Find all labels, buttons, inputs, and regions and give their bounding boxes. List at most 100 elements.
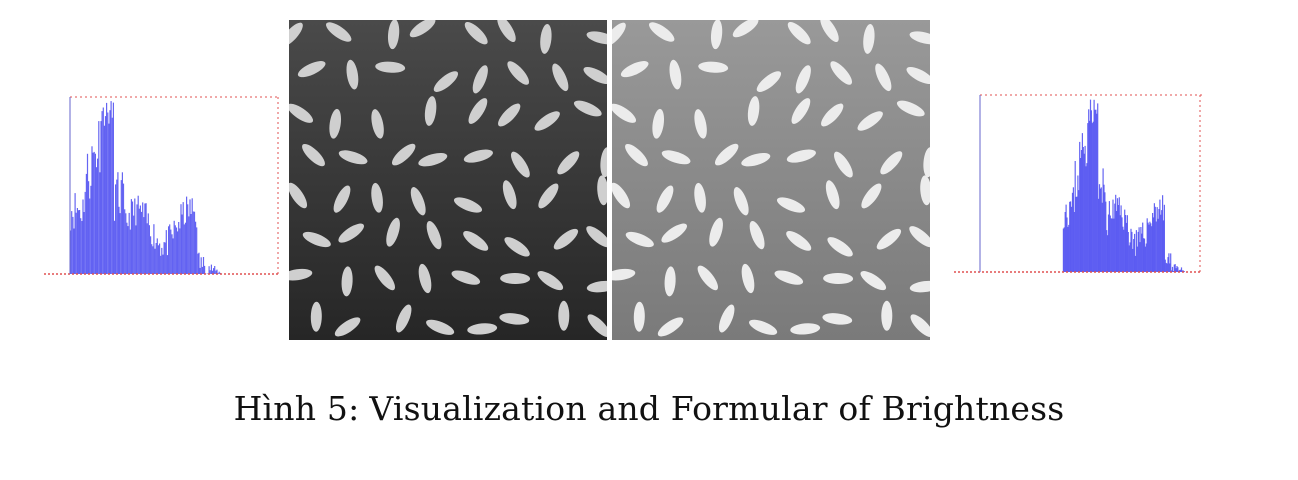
rice-grain [424, 96, 437, 126]
histogram-bar [1073, 212, 1075, 272]
rice-grain [823, 272, 854, 285]
histogram-bar [1106, 230, 1108, 272]
rice-image-original-graphic [289, 20, 607, 340]
histogram-bar [1070, 206, 1073, 272]
histogram-bar [1067, 226, 1069, 272]
rice-grain [498, 103, 521, 127]
histogram-bar [112, 102, 114, 274]
histogram-bar [191, 198, 193, 274]
rice-grain [552, 63, 569, 92]
histogram-bar [1080, 158, 1082, 272]
rice-grain [553, 228, 579, 250]
histogram-bar [169, 224, 171, 274]
rice-grain [371, 182, 383, 213]
histogram-bar [104, 116, 107, 274]
histogram-brightened-plot [954, 94, 1202, 276]
histogram-bar [168, 226, 170, 274]
rice-grain [583, 66, 607, 85]
histogram-bar [1138, 227, 1140, 272]
rice-image-brightened-graphic [612, 20, 930, 340]
histogram-bar [177, 231, 179, 274]
rice-grain [507, 61, 530, 85]
histogram-bar [74, 193, 76, 274]
histogram-bar [1141, 233, 1143, 272]
rice-grain [860, 271, 887, 291]
histogram-bar [1124, 209, 1126, 272]
histogram-bar [1062, 228, 1064, 272]
rice-grain [511, 151, 530, 178]
histogram-bar [1183, 271, 1185, 272]
histogram-bar [130, 199, 132, 274]
histogram-bar [119, 213, 121, 274]
histogram-bar [1095, 109, 1097, 272]
figure-caption: Hình 5: Visualization and Formular of Bri… [0, 389, 1298, 428]
rice-grain [709, 217, 723, 247]
histogram-bar [174, 225, 176, 274]
rice-grain [909, 226, 930, 248]
histogram-bar [139, 205, 141, 274]
histogram-bar [88, 181, 90, 274]
histogram-bar [211, 270, 214, 274]
histogram-bar [1143, 238, 1145, 272]
rice-grain [395, 304, 412, 333]
rice-grain [573, 100, 602, 117]
histogram-bar [109, 110, 111, 274]
histogram-bar [93, 151, 95, 274]
histogram-bar [1125, 215, 1127, 272]
rice-grain [827, 237, 853, 257]
rice-grain [694, 109, 707, 139]
rice-grain [289, 182, 308, 209]
histogram-bar [1165, 262, 1167, 272]
rice-grain [537, 271, 564, 291]
rice-grain [386, 217, 400, 247]
rice-grain [538, 183, 559, 209]
histogram-bar [160, 255, 162, 274]
rice-grain [502, 180, 517, 210]
histogram-bar [92, 152, 94, 274]
rice-grain [786, 231, 812, 251]
histogram-bar [1080, 150, 1083, 272]
histogram-bar [200, 257, 202, 274]
histogram-bar [1088, 109, 1090, 272]
rice-grain [534, 111, 560, 131]
rice-grain [909, 280, 930, 293]
histogram-bar [1122, 226, 1124, 272]
histogram-bar [214, 266, 216, 274]
histogram-bar [1112, 199, 1114, 272]
histogram-bar [190, 214, 192, 274]
figure [44, 20, 1202, 340]
histogram-bar [153, 224, 155, 274]
rice-grain [656, 185, 674, 213]
rice-grain [664, 266, 676, 297]
histogram-bar [1154, 206, 1156, 272]
rice-grain [467, 323, 498, 335]
histogram-bar [193, 211, 196, 274]
rice-grain [497, 20, 516, 43]
histogram-bar [1137, 231, 1139, 272]
rice-grain [776, 197, 806, 213]
histogram-bar [187, 204, 189, 274]
histogram-bar [1158, 209, 1160, 272]
rice-grain [698, 61, 729, 73]
rice-grain [297, 61, 326, 78]
histogram-bar [1068, 224, 1070, 272]
histogram-bar [138, 208, 140, 274]
histogram-bar [159, 243, 161, 274]
rice-grain [338, 223, 365, 243]
rice-grain [906, 66, 930, 85]
rice-grain [586, 31, 607, 45]
histogram-bar [1175, 268, 1177, 272]
histogram-bar [155, 243, 157, 274]
histogram-bar [1157, 218, 1159, 272]
histogram-bar [102, 107, 104, 274]
histogram-bar [115, 184, 117, 274]
histogram-bar [173, 220, 175, 274]
histogram-bar [94, 153, 96, 274]
histogram-bar [1135, 230, 1137, 272]
histogram-bar [1160, 214, 1162, 272]
histogram-bar [1108, 201, 1110, 272]
histogram-bar [71, 211, 73, 274]
rice-grain [661, 150, 691, 165]
rice-grain [633, 301, 645, 332]
rice-grain [787, 22, 811, 45]
